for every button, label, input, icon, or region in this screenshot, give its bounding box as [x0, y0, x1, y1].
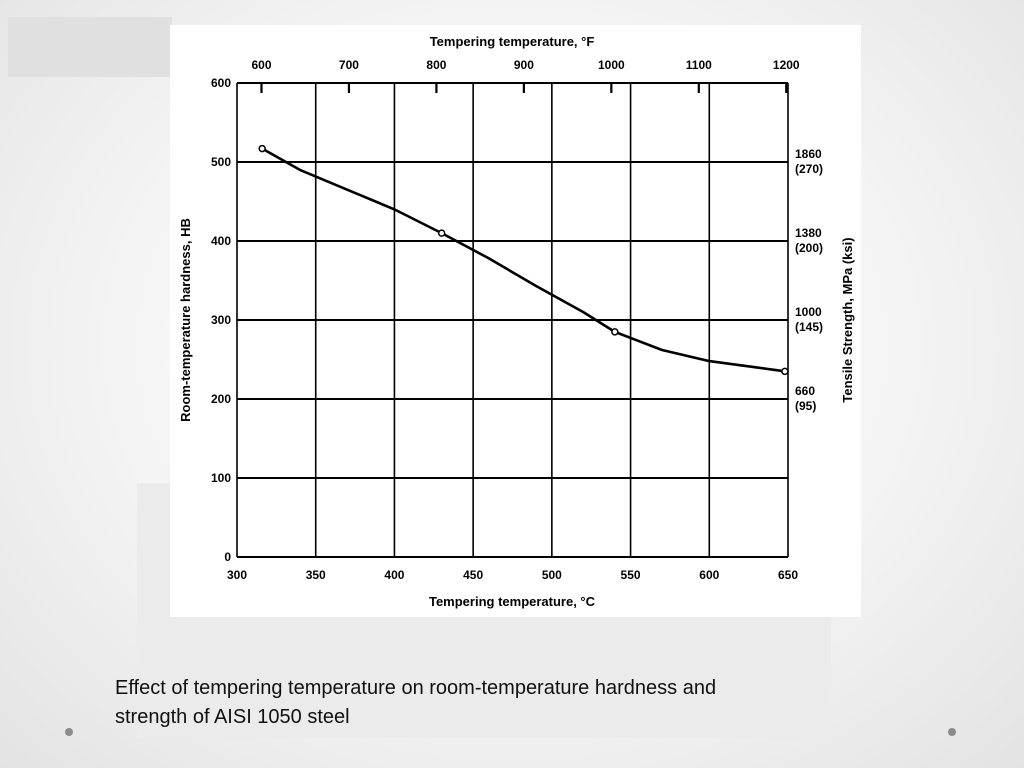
x-tick-label-celsius: 300	[227, 568, 247, 582]
x-tick-label-fahrenheit: 800	[426, 58, 446, 72]
left-axis-title: Room-temperature hardness, HB	[178, 218, 193, 422]
bottom-axis-title: Tempering temperature, °C	[429, 594, 596, 609]
y-tick-label-hardness: 0	[224, 550, 231, 564]
slide-dot-left	[65, 728, 73, 736]
y-right-tick-label-mpa: 660	[795, 384, 815, 398]
x-tick-label-celsius: 600	[699, 568, 719, 582]
decorative-block	[8, 17, 172, 77]
chart-panel: Tempering temperature, °F Tempering temp…	[170, 25, 861, 617]
y-right-tick-label-ksi: (95)	[795, 399, 816, 413]
y-tick-label-hardness: 200	[211, 392, 231, 406]
data-point-marker	[439, 230, 445, 236]
x-tick-label-celsius: 650	[778, 568, 798, 582]
data-point-marker	[782, 368, 788, 374]
x-tick-label-fahrenheit: 1100	[686, 58, 712, 72]
y-right-tick-label-mpa: 1000	[795, 305, 822, 319]
data-point-marker	[612, 329, 618, 335]
y-tick-label-hardness: 500	[211, 155, 231, 169]
top-axis-title: Tempering temperature, °F	[430, 34, 595, 49]
slide-dot-right	[948, 728, 956, 736]
x-tick-label-celsius: 450	[463, 568, 483, 582]
y-tick-label-hardness: 300	[211, 313, 231, 327]
caption-line-2: strength of AISI 1050 steel	[115, 703, 915, 732]
data-line	[262, 149, 785, 372]
y-right-tick-label-mpa: 1380	[795, 226, 822, 240]
x-tick-label-fahrenheit: 700	[339, 58, 359, 72]
data-point-marker	[259, 146, 265, 152]
x-tick-label-celsius: 550	[621, 568, 641, 582]
y-right-tick-label-ksi: (145)	[795, 320, 823, 334]
x-tick-label-celsius: 350	[306, 568, 326, 582]
right-axis-title: Tensile Strength, MPa (ksi)	[840, 237, 855, 402]
caption-line-1: Effect of tempering temperature on room-…	[115, 674, 915, 703]
x-tick-label-fahrenheit: 1000	[598, 58, 625, 72]
y-tick-label-hardness: 400	[211, 234, 231, 248]
y-right-tick-label-ksi: (270)	[795, 162, 823, 176]
chart-svg: Tempering temperature, °F Tempering temp…	[170, 25, 861, 617]
slide-caption: Effect of tempering temperature on room-…	[115, 674, 915, 732]
y-tick-label-hardness: 600	[211, 76, 231, 90]
x-tick-label-celsius: 500	[542, 568, 562, 582]
x-tick-label-fahrenheit: 1200	[773, 58, 800, 72]
y-right-tick-label-ksi: (200)	[795, 241, 823, 255]
x-tick-label-fahrenheit: 600	[251, 58, 271, 72]
x-tick-label-celsius: 400	[384, 568, 404, 582]
y-right-tick-label-mpa: 1860	[795, 147, 822, 161]
y-tick-label-hardness: 100	[211, 471, 231, 485]
x-tick-label-fahrenheit: 900	[514, 58, 534, 72]
